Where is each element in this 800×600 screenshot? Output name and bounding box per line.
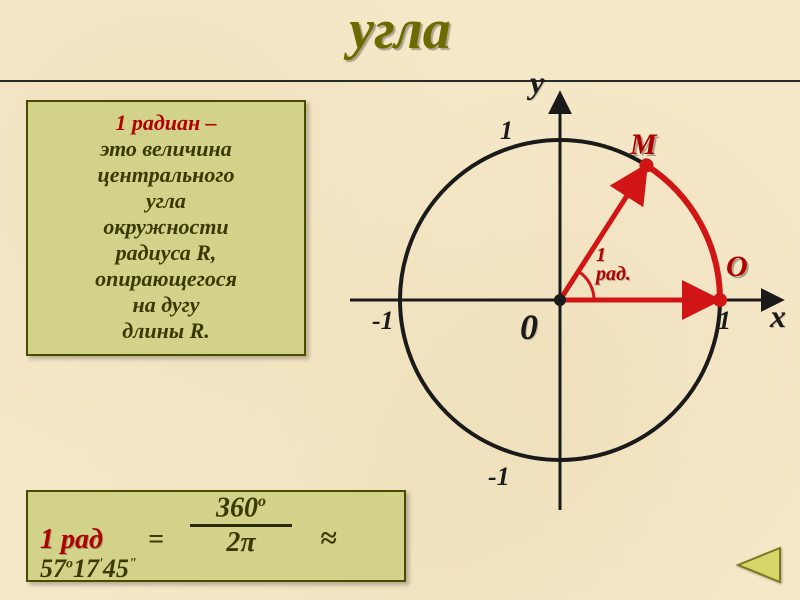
formula-denominator: 2π <box>186 529 296 557</box>
definition-line: угла <box>146 188 186 213</box>
unit-circle-diagram: y x 0 1 -1 1 -1 M O 1рад. <box>330 70 800 545</box>
definition-line: радиуса R, <box>116 240 217 265</box>
tick-x-pos: 1 <box>718 306 731 336</box>
x-axis-label: x <box>770 298 786 335</box>
y-axis-label: y <box>530 64 544 101</box>
definition-box: 1 радиан – это величина центрального угл… <box>26 100 306 356</box>
definition-lead: 1 радиан – <box>115 110 216 135</box>
point-m-label: M <box>630 128 657 162</box>
formula-dms: 57o17ʹ45ʺ <box>40 554 137 584</box>
page-title: угла <box>0 0 800 58</box>
tick-x-neg: -1 <box>372 306 394 336</box>
formula-eq: = <box>148 524 164 556</box>
angle-1rad-label: 1рад. <box>596 246 631 284</box>
definition-line: это величина <box>100 136 231 161</box>
definition-line: окружности <box>103 214 228 239</box>
definition-line: центрального <box>97 162 234 187</box>
origin-label: 0 <box>520 306 538 348</box>
definition-line: длины R. <box>122 318 210 343</box>
formula-numerator: 360o <box>186 494 296 522</box>
tick-y-neg: -1 <box>488 462 510 492</box>
tick-y-pos: 1 <box>500 116 513 146</box>
point-o-label: O <box>726 250 748 284</box>
definition-line: опирающегося <box>95 266 237 291</box>
triangle-left-icon <box>732 544 786 586</box>
formula-lhs: 1 рад <box>40 524 103 556</box>
back-button[interactable] <box>732 544 786 586</box>
formula-fraction: 360o 2π <box>186 494 296 557</box>
definition-line: на дугу <box>133 292 200 317</box>
unit-circle-svg <box>330 70 800 540</box>
